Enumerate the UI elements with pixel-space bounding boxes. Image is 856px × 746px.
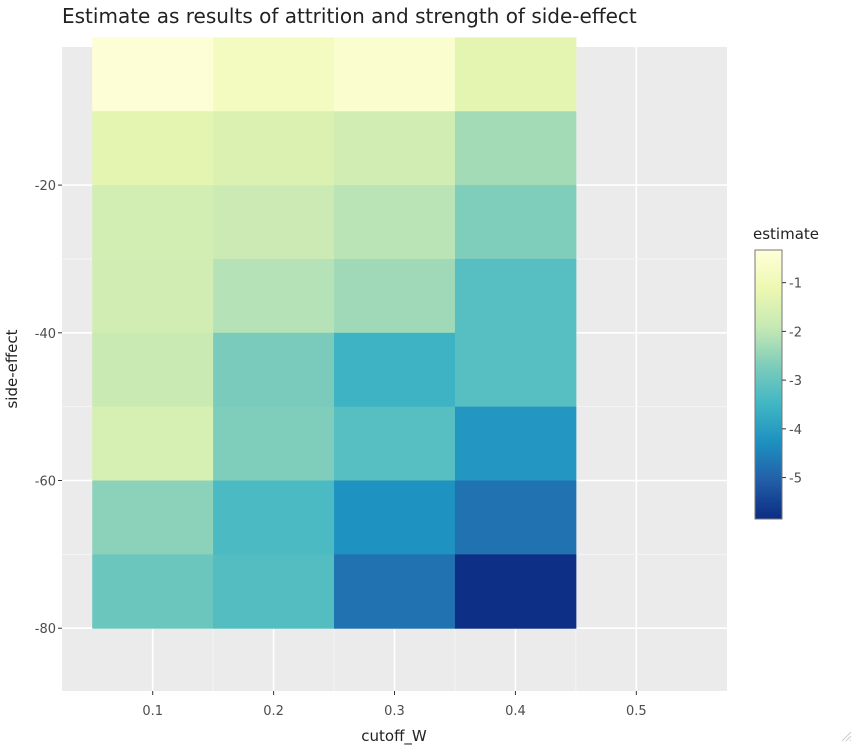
heatmap-cell[interactable]: cutoff_W: 0.1 side-effect: -5 estimate: … — [92, 37, 214, 112]
x-tick-label: 0.1 — [142, 704, 163, 719]
heatmap-cell[interactable]: cutoff_W: 0.2 side-effect: -45 estimate:… — [213, 332, 335, 408]
x-tick-label: 0.5 — [626, 704, 647, 719]
heatmap-cell[interactable]: cutoff_W: 0.2 side-effect: -75 estimate:… — [213, 554, 335, 629]
heatmap-cell[interactable]: cutoff_W: 0.2 side-effect: -35 estimate:… — [213, 258, 335, 334]
legend-tick-label: -4 — [789, 423, 802, 438]
legend-ticks: -1 -2 -3 -4 -5 — [782, 277, 802, 487]
y-tick-label: -40 — [35, 327, 56, 342]
heatmap-cell[interactable]: cutoff_W: 0.3 side-effect: -75 estimate:… — [334, 554, 456, 629]
heatmap-cell[interactable]: cutoff_W: 0.1 side-effect: -45 estimate:… — [92, 332, 214, 408]
heatmap-cell[interactable]: cutoff_W: 0.4 side-effect: -25 estimate:… — [454, 185, 577, 260]
heatmap-cell[interactable]: cutoff_W: 0.3 side-effect: -5 estimate: … — [334, 37, 456, 112]
y-tick-label: -80 — [35, 622, 56, 637]
heatmap-cell[interactable]: cutoff_W: 0.2 side-effect: -15 estimate:… — [213, 111, 335, 186]
heatmap-cell[interactable]: cutoff_W: 0.4 side-effect: -45 estimate:… — [454, 332, 577, 408]
heatmap-cell[interactable]: cutoff_W: 0.4 side-effect: -55 estimate:… — [454, 406, 577, 482]
y-axis-title: side-effect — [3, 329, 21, 408]
x-tick-label: 0.2 — [263, 704, 284, 719]
y-tick-label: -20 — [35, 179, 56, 194]
legend-tick-label: -1 — [789, 277, 802, 292]
x-tick-label: 0.4 — [505, 704, 526, 719]
heatmap-cell[interactable]: cutoff_W: 0.1 side-effect: -65 estimate:… — [92, 480, 214, 555]
heatmap-cell[interactable]: cutoff_W: 0.2 side-effect: -5 estimate: … — [213, 37, 335, 112]
x-axis: 0.1 0.2 0.3 0.4 0.5 — [142, 691, 647, 719]
legend-tick-label: -2 — [789, 325, 802, 340]
heatmap-cell[interactable]: cutoff_W: 0.3 side-effect: -15 estimate:… — [334, 111, 456, 186]
heatmap-cell[interactable]: cutoff_W: 0.2 side-effect: -55 estimate:… — [213, 406, 335, 482]
y-axis: -20 -40 -60 -80 — [35, 179, 62, 637]
heatmap-cell[interactable]: cutoff_W: 0.3 side-effect: -65 estimate:… — [334, 480, 456, 555]
heatmap-cell[interactable]: cutoff_W: 0.1 side-effect: -25 estimate:… — [92, 185, 214, 260]
heatmap-cell[interactable]: cutoff_W: 0.4 side-effect: -35 estimate:… — [454, 258, 577, 334]
heatmap-cell[interactable]: cutoff_W: 0.3 side-effect: -55 estimate:… — [334, 406, 456, 482]
heatmap-cell[interactable]: cutoff_W: 0.3 side-effect: -35 estimate:… — [334, 258, 456, 334]
x-axis-title: cutoff_W — [361, 727, 427, 746]
heatmap-cell[interactable]: cutoff_W: 0.2 side-effect: -65 estimate:… — [213, 480, 335, 555]
heatmap-cell[interactable]: cutoff_W: 0.4 side-effect: -65 estimate:… — [454, 480, 577, 555]
legend-tick-label: -5 — [789, 472, 802, 487]
heatmap-cell[interactable]: cutoff_W: 0.3 side-effect: -45 estimate:… — [334, 332, 456, 408]
resize-handle-icon[interactable] — [840, 730, 852, 742]
heatmap-cell[interactable]: cutoff_W: 0.3 side-effect: -25 estimate:… — [334, 185, 456, 260]
heatmap-cell[interactable]: cutoff_W: 0.1 side-effect: -75 estimate:… — [92, 554, 214, 629]
chart-title: Estimate as results of attrition and str… — [62, 4, 637, 28]
x-tick-label: 0.3 — [384, 704, 405, 719]
heatmap-cell[interactable]: cutoff_W: 0.4 side-effect: -5 estimate: … — [454, 37, 577, 112]
heatmap-cell[interactable]: cutoff_W: 0.1 side-effect: -55 estimate:… — [92, 406, 214, 482]
heatmap-cell[interactable]: cutoff_W: 0.4 side-effect: -75 estimate:… — [454, 554, 577, 629]
y-tick-label: -60 — [35, 475, 56, 490]
legend-colorbar — [754, 249, 783, 520]
heatmap-cell[interactable]: cutoff_W: 0.1 side-effect: -15 estimate:… — [92, 111, 214, 186]
legend-tick-label: -3 — [789, 374, 802, 389]
heatmap-cells: cutoff_W: 0.1 side-effect: -5 estimate: … — [92, 37, 577, 629]
heatmap-cell[interactable]: cutoff_W: 0.4 side-effect: -15 estimate:… — [454, 111, 577, 186]
legend-title: estimate — [753, 225, 819, 243]
heatmap-cell[interactable]: cutoff_W: 0.1 side-effect: -35 estimate:… — [92, 258, 214, 334]
heatmap-cell[interactable]: cutoff_W: 0.2 side-effect: -25 estimate:… — [213, 185, 335, 260]
color-legend: estimate -1 -2 -3 -4 -5 — [753, 225, 819, 520]
